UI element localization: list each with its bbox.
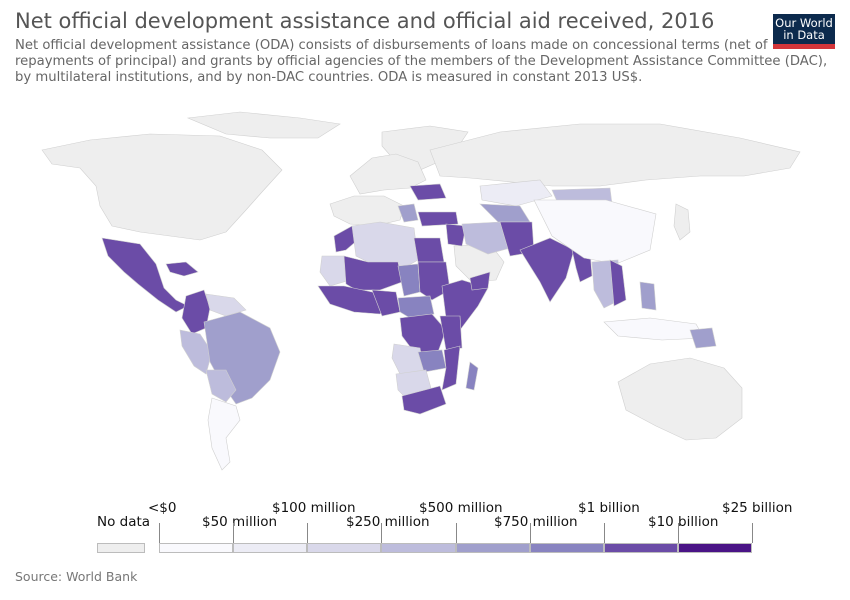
region-mauritania: [319, 255, 351, 287]
region-south-africa: [401, 385, 447, 415]
legend-label-7: $10 billion: [648, 514, 719, 530]
region-australia: [617, 357, 743, 441]
legend-tick: [456, 523, 457, 543]
legend-label-4: $500 million: [419, 500, 503, 516]
region-arctic-islands: [186, 111, 341, 139]
region-sudan: [417, 261, 451, 301]
legend-tick: [381, 523, 382, 543]
chart-subtitle: Net official development assistance (ODA…: [15, 38, 828, 85]
legend-bin-swatch[interactable]: [159, 543, 233, 553]
legend-tick: [530, 523, 531, 543]
region-mozambique: [441, 345, 461, 391]
legend-bin-swatch[interactable]: [456, 543, 530, 553]
world-map[interactable]: [0, 100, 850, 500]
legend-tick: [678, 523, 679, 543]
region-vietnam: [609, 259, 627, 307]
region-iraq-iran: [461, 221, 511, 255]
legend-tick: [159, 523, 160, 543]
legend-tick: [752, 523, 753, 543]
region-egypt: [413, 237, 445, 263]
legend-bin-swatch[interactable]: [233, 543, 307, 553]
region-bolivia-paraguay: [205, 369, 237, 403]
region-turkey: [417, 211, 459, 227]
region-east-africa: [439, 315, 463, 351]
legend-no-data-swatch[interactable]: [97, 543, 145, 553]
region-kazakhstan: [479, 179, 553, 207]
legend-label-1: $50 million: [202, 514, 278, 530]
region-indonesia: [603, 317, 705, 341]
region-europe-west: [329, 195, 405, 227]
legend-tick: [604, 523, 605, 543]
region-uzbekistan-region: [479, 203, 531, 223]
region-europe-north: [349, 153, 427, 195]
legend-label-8: $25 billion: [722, 500, 793, 516]
region-india: [519, 237, 575, 303]
owid-logo[interactable]: Our World in Data: [773, 14, 835, 49]
region-madagascar: [465, 361, 479, 391]
legend-label-6: $1 billion: [578, 500, 640, 516]
region-japan: [673, 203, 691, 241]
region-philippines: [639, 281, 657, 311]
region-argentina-chile: [207, 397, 241, 471]
region-north-america: [41, 133, 283, 241]
legend-bin-swatch[interactable]: [530, 543, 604, 553]
legend-tick: [307, 523, 308, 543]
legend-tick: [233, 523, 234, 543]
legend-label-3: $250 million: [346, 514, 430, 530]
source-note[interactable]: Source: World Bank: [15, 569, 138, 584]
region-mexico-central-america: [101, 237, 189, 313]
legend-label-2: $100 million: [272, 500, 356, 516]
chart-title: Net official development assistance and …: [15, 9, 715, 33]
legend-bin-swatch[interactable]: [381, 543, 456, 553]
region-chad: [397, 263, 421, 297]
legend-bin-swatch[interactable]: [678, 543, 752, 553]
legend-bin-swatch[interactable]: [307, 543, 381, 553]
region-russia: [429, 123, 801, 187]
region-china: [533, 199, 657, 265]
region-mali-niger: [343, 255, 403, 291]
legend-bin-swatch[interactable]: [604, 543, 678, 553]
region-caribbean: [165, 261, 199, 277]
logo-line-2: in Data: [783, 28, 825, 42]
logo-line-1: Our World: [775, 16, 833, 30]
region-yemen: [469, 271, 491, 291]
region-peru-ecuador: [179, 329, 213, 375]
region-balkans: [397, 203, 419, 223]
legend-label-5: $750 million: [494, 514, 578, 530]
region-ukraine: [409, 183, 447, 201]
region-syria-jordan: [445, 223, 467, 247]
legend-no-data-label: No data: [97, 514, 151, 530]
region-angola: [391, 343, 425, 375]
legend-label-0: <$0: [148, 500, 177, 516]
region-papua-new-guinea: [689, 327, 717, 349]
